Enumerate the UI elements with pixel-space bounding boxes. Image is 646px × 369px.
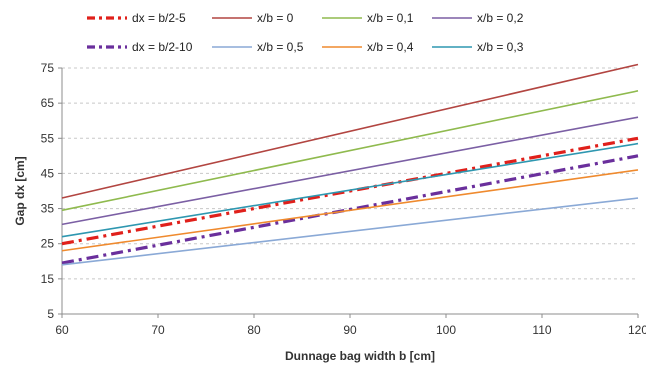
series-line-5 [61, 154, 639, 265]
x-axis-title: Dunnage bag width b [cm] [285, 349, 435, 363]
legend-label: x/b = 0,2 [477, 11, 524, 25]
x-tick-label: 100 [436, 323, 456, 337]
legend-label: x/b = 0,5 [257, 40, 304, 54]
series-line-3 [61, 90, 639, 212]
legend: dx = b/2-5 x/b = 0 x/b = 0,1 x/b = 0,2 dx = … [87, 11, 524, 54]
y-tick-label: 65 [41, 96, 55, 110]
y-tick-label: 25 [41, 237, 55, 251]
legend-label: x/b = 0 [257, 11, 294, 25]
y-axis-title: Gap dx [cm] [13, 156, 27, 225]
series-line-2 [61, 63, 639, 199]
series-line-1 [61, 136, 639, 246]
x-tick-label: 120 [628, 323, 646, 337]
x-tick-label: 80 [247, 323, 261, 337]
x-tick-label: 70 [151, 323, 165, 337]
gridlines [62, 67, 638, 280]
series-line-8 [61, 142, 639, 238]
series-lines [61, 63, 639, 266]
tick-labels: 5 15 25 35 45 55 65 75 60 70 80 90 100 110 120 [41, 61, 646, 337]
x-tick-label: 110 [532, 323, 551, 337]
x-tick-label: 90 [343, 323, 357, 337]
y-tick-label: 75 [41, 61, 55, 75]
y-tick-label: 55 [41, 131, 55, 145]
y-tick-label: 45 [41, 166, 55, 180]
y-tick-label: 35 [41, 202, 55, 216]
legend-label: x/b = 0,1 [367, 11, 414, 25]
series-line-7 [61, 169, 639, 252]
y-tick-label: 15 [41, 272, 55, 286]
axes [58, 67, 639, 318]
legend-label: dx = b/2-10 [132, 40, 193, 54]
x-tick-label: 60 [55, 323, 69, 337]
series-line-6 [61, 197, 639, 266]
legend-label: x/b = 0,3 [477, 40, 524, 54]
series-line-4 [61, 116, 639, 226]
legend-label: x/b = 0,4 [367, 40, 414, 54]
y-tick-label: 5 [47, 307, 54, 321]
legend-label: dx = b/2-5 [132, 11, 186, 25]
